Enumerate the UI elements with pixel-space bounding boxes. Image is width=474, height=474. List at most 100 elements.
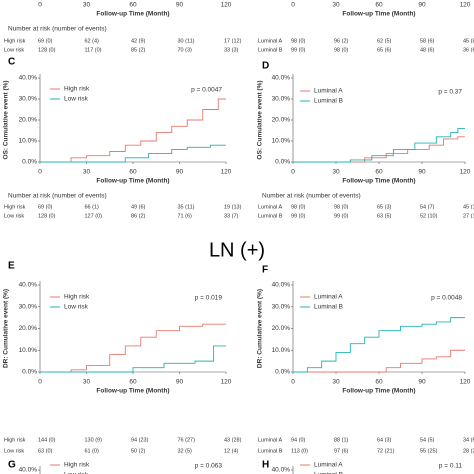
legend-label: Luminal B [314,98,343,105]
risk-count: 128 (0) [38,47,56,53]
risk-count: 30 (11) [178,38,195,44]
legend-label: Luminal A [314,88,343,95]
section-heading: LN (+) [209,239,265,261]
y-tick-label: 20.0% [272,117,291,124]
risk-count: 86 (2) [131,213,146,219]
risk-count: 99 (0) [291,213,306,219]
risk-count: 63 (5) [377,213,392,219]
risk-count: 130 (9) [85,437,103,443]
risk-count: 127 (0) [85,213,103,219]
x-tick-label: 30 [83,379,91,386]
risk-count: 65 (6) [377,47,392,53]
x-tick-label: 0 [38,169,42,176]
x-tick-label: 90 [176,2,184,9]
x-tick-label: 0 [291,169,295,176]
y-tick-label: 0.0% [22,369,37,376]
legend-label: Luminal B [314,304,343,311]
x-tick-label: 120 [460,2,471,9]
risk-count: 72 (21) [377,448,395,454]
risk-count: 28 (26) [463,448,474,454]
y-tick-label: 30.0% [19,96,38,103]
risk-row-name: Luminal B [258,448,283,454]
x-tick-label: 120 [460,379,471,386]
risk-count: 113 (0) [291,448,308,454]
legend-label: Luminal A [314,294,343,301]
y-tick-label: 0.0% [22,159,37,166]
risk-row-name: Luminal A [258,204,282,210]
x-tick-label: 60 [375,169,383,176]
risk-count: 98 (0) [334,204,349,210]
p-value: p = 0.063 [195,463,223,470]
risk-count: 62 (4) [85,38,100,44]
x-tick-label: 120 [221,379,232,386]
risk-count: 50 (2) [131,448,146,454]
y-tick-label: 10.0% [19,138,38,145]
risk-count: 94 (0) [291,437,306,443]
y-tick-label: 10.0% [272,138,291,145]
x-tick-label: 90 [176,169,184,176]
x-tick-label: 30 [83,169,91,176]
risk-count: 12 (4) [224,448,239,454]
risk-row-name: Luminal B [258,213,283,219]
risk-count: 48 (6) [420,47,435,53]
y-tick-label: 10.0% [19,347,38,354]
x-axis-title: Follow-up Time (Month) [342,11,415,18]
y-axis-title: DR: Cumulative event (%) [257,289,264,368]
km-curve [293,349,465,373]
risk-count: 45 (11) [463,204,474,210]
risk-count: 66 (1) [85,204,100,210]
km-curve [40,98,226,163]
x-tick-label: 60 [375,379,383,386]
risk-row-name: High risk [4,437,26,443]
risk-count: 61 (0) [85,448,100,454]
legend-label: Luminal B [314,472,343,474]
y-tick-label: 0.0% [275,369,290,376]
risk-count: 144 (0) [38,437,56,443]
risk-count: 49 (6) [131,204,146,210]
x-axis-title: Follow-up Time (Month) [342,388,415,395]
risk-count: 96 (2) [334,38,349,44]
risk-count: 33 (3) [224,47,239,53]
risk-row-name: Luminal A [258,38,282,44]
legend-label: Low risk [64,96,89,103]
x-tick-label: 60 [129,379,137,386]
p-value: p = 0.37 [438,89,462,96]
x-tick-label: 90 [418,379,426,386]
y-tick-label: 20.0% [19,325,38,332]
risk-count: 88 (1) [334,437,349,443]
y-tick-label: 40.0% [272,467,291,474]
y-tick-label: 30.0% [19,303,38,310]
y-axis-title: DR: Cumulative event (%) [3,289,10,368]
risk-row-name: Low risk [4,448,24,454]
y-tick-label: 40.0% [19,467,38,474]
risk-count: 52 (10) [420,213,438,219]
risk-row-name: Low risk [4,47,24,53]
x-tick-label: 90 [418,2,426,9]
km-curve [40,144,226,163]
x-tick-label: 120 [221,2,232,9]
x-tick-label: 30 [332,2,340,9]
risk-count: 94 (23) [131,437,149,443]
legend-label: Luminal A [314,462,343,469]
risk-count: 34 (6) [463,437,474,443]
p-value: p = 0.0047 [191,87,222,94]
panel-label: E [8,261,15,272]
risk-count: 42 (9) [131,38,146,44]
risk-row-name: Luminal A [258,437,282,443]
risk-count: 85 (2) [131,47,146,53]
y-tick-label: 30.0% [272,96,291,103]
risk-count: 69 (0) [38,204,53,210]
x-tick-label: 0 [38,2,42,9]
x-tick-label: 120 [221,169,232,176]
x-tick-label: 0 [291,2,295,9]
legend-label: Low risk [64,472,89,474]
risk-count: 35 (11) [178,204,195,210]
risk-count: 32 (5) [178,448,193,454]
x-tick-label: 30 [332,169,340,176]
x-axis-title: Follow-up Time (Month) [96,178,169,185]
panel-label: D [262,61,269,72]
x-tick-label: 90 [418,169,426,176]
risk-row-name: High risk [4,204,26,210]
risk-count: 71 (6) [178,213,193,219]
